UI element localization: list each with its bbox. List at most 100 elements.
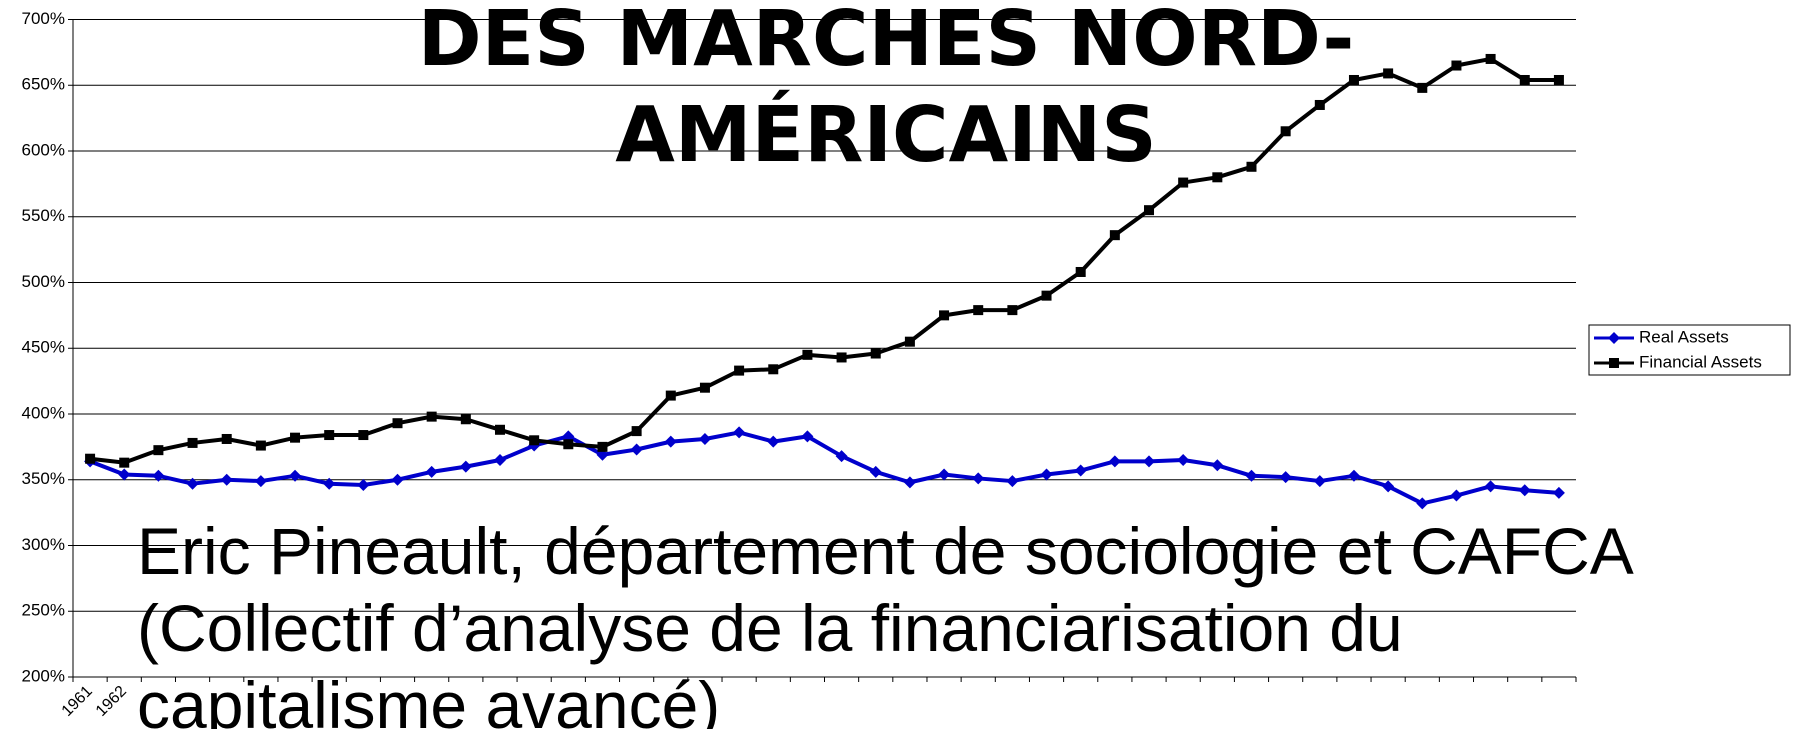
y-tick-label: 300% bbox=[22, 535, 65, 554]
data-point bbox=[290, 432, 301, 443]
data-point bbox=[1485, 53, 1496, 64]
data-point bbox=[220, 473, 233, 486]
data-point bbox=[1041, 290, 1052, 301]
data-point bbox=[324, 430, 335, 441]
data-point bbox=[392, 418, 403, 429]
data-point bbox=[836, 352, 847, 363]
data-point bbox=[870, 348, 881, 359]
data-point bbox=[597, 441, 608, 452]
data-point bbox=[289, 469, 302, 482]
data-point bbox=[1178, 177, 1189, 188]
series-line bbox=[89, 56, 1559, 465]
series-line bbox=[89, 430, 1560, 506]
data-point bbox=[903, 476, 916, 489]
data-point bbox=[1382, 480, 1395, 493]
y-tick-label: 600% bbox=[22, 140, 65, 159]
data-point bbox=[1314, 99, 1325, 110]
data-point bbox=[1108, 455, 1121, 468]
data-point bbox=[767, 435, 780, 448]
y-tick-label: 500% bbox=[22, 272, 65, 291]
data-point bbox=[529, 435, 540, 446]
y-tick-label: 700% bbox=[22, 9, 65, 28]
data-point bbox=[152, 469, 165, 482]
data-point bbox=[631, 426, 642, 437]
data-point bbox=[118, 468, 131, 481]
data-point bbox=[904, 336, 915, 347]
data-point bbox=[1347, 469, 1360, 482]
legend-label: Financial Assets bbox=[1639, 352, 1762, 371]
y-tick-label: 450% bbox=[22, 338, 65, 357]
data-point bbox=[85, 453, 96, 464]
data-point bbox=[221, 433, 232, 444]
data-point bbox=[1177, 454, 1190, 467]
data-point bbox=[698, 432, 711, 445]
data-point bbox=[1608, 332, 1620, 344]
data-point bbox=[1246, 161, 1257, 172]
data-point bbox=[939, 310, 950, 321]
data-point bbox=[254, 475, 267, 488]
data-point bbox=[391, 473, 404, 486]
data-point bbox=[1451, 60, 1462, 71]
data-point bbox=[768, 364, 779, 375]
data-point bbox=[186, 477, 199, 490]
data-point bbox=[869, 465, 882, 478]
data-point bbox=[1383, 68, 1394, 79]
x-tick-label: 1961 bbox=[59, 683, 96, 720]
data-point bbox=[1143, 455, 1156, 468]
data-point bbox=[1007, 305, 1018, 316]
data-point bbox=[460, 414, 471, 425]
chart-title: DES MARCHES NORD-AMÉRICAINS bbox=[417, 0, 1355, 180]
x-tick-label: 1962 bbox=[93, 683, 130, 720]
data-point bbox=[835, 450, 848, 463]
y-tick-label: 350% bbox=[22, 469, 65, 488]
data-point bbox=[1417, 82, 1428, 93]
data-point bbox=[323, 477, 336, 490]
data-point bbox=[802, 349, 813, 360]
data-point bbox=[699, 382, 710, 393]
data-point bbox=[1074, 464, 1087, 477]
data-point bbox=[801, 430, 814, 443]
data-point bbox=[425, 465, 438, 478]
y-tick-label: 200% bbox=[22, 666, 65, 685]
data-point bbox=[426, 411, 437, 422]
data-point bbox=[1040, 468, 1053, 481]
data-point bbox=[357, 479, 370, 492]
data-point bbox=[1245, 469, 1258, 482]
data-point bbox=[1006, 475, 1019, 488]
data-point bbox=[459, 460, 472, 473]
data-point bbox=[358, 430, 369, 441]
data-point bbox=[1553, 74, 1564, 85]
data-point bbox=[1519, 74, 1530, 85]
data-point bbox=[1075, 266, 1086, 277]
data-point bbox=[493, 454, 506, 467]
y-tick-label: 250% bbox=[22, 601, 65, 620]
data-point bbox=[664, 435, 677, 448]
data-point bbox=[187, 437, 198, 448]
y-tick-label: 650% bbox=[22, 75, 65, 94]
data-point bbox=[255, 440, 266, 451]
data-point bbox=[972, 472, 985, 485]
data-point bbox=[1450, 489, 1463, 502]
legend-box bbox=[1588, 324, 1791, 376]
data-point bbox=[1279, 471, 1292, 484]
data-point bbox=[1348, 74, 1359, 85]
data-point bbox=[665, 390, 676, 401]
data-point bbox=[119, 457, 130, 468]
data-point bbox=[1484, 480, 1497, 493]
chart-subtitle: Eric Pineault, département de sociologie… bbox=[137, 514, 1631, 729]
y-tick-label: 550% bbox=[22, 206, 65, 225]
data-point bbox=[153, 445, 164, 456]
data-point bbox=[1280, 126, 1291, 137]
series bbox=[85, 53, 1564, 468]
data-point bbox=[1144, 205, 1155, 216]
series bbox=[84, 426, 1565, 510]
data-point bbox=[1416, 497, 1429, 510]
data-point bbox=[973, 305, 984, 316]
data-point bbox=[630, 443, 643, 456]
data-point bbox=[1552, 486, 1565, 499]
legend-label: Real Assets bbox=[1639, 327, 1729, 346]
data-point bbox=[1109, 230, 1120, 241]
data-point bbox=[1609, 358, 1619, 368]
